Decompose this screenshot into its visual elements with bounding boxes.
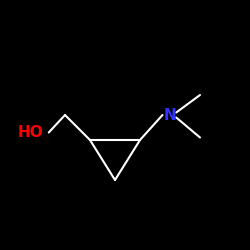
Text: HO: HO xyxy=(18,125,44,140)
Text: N: N xyxy=(164,108,176,122)
